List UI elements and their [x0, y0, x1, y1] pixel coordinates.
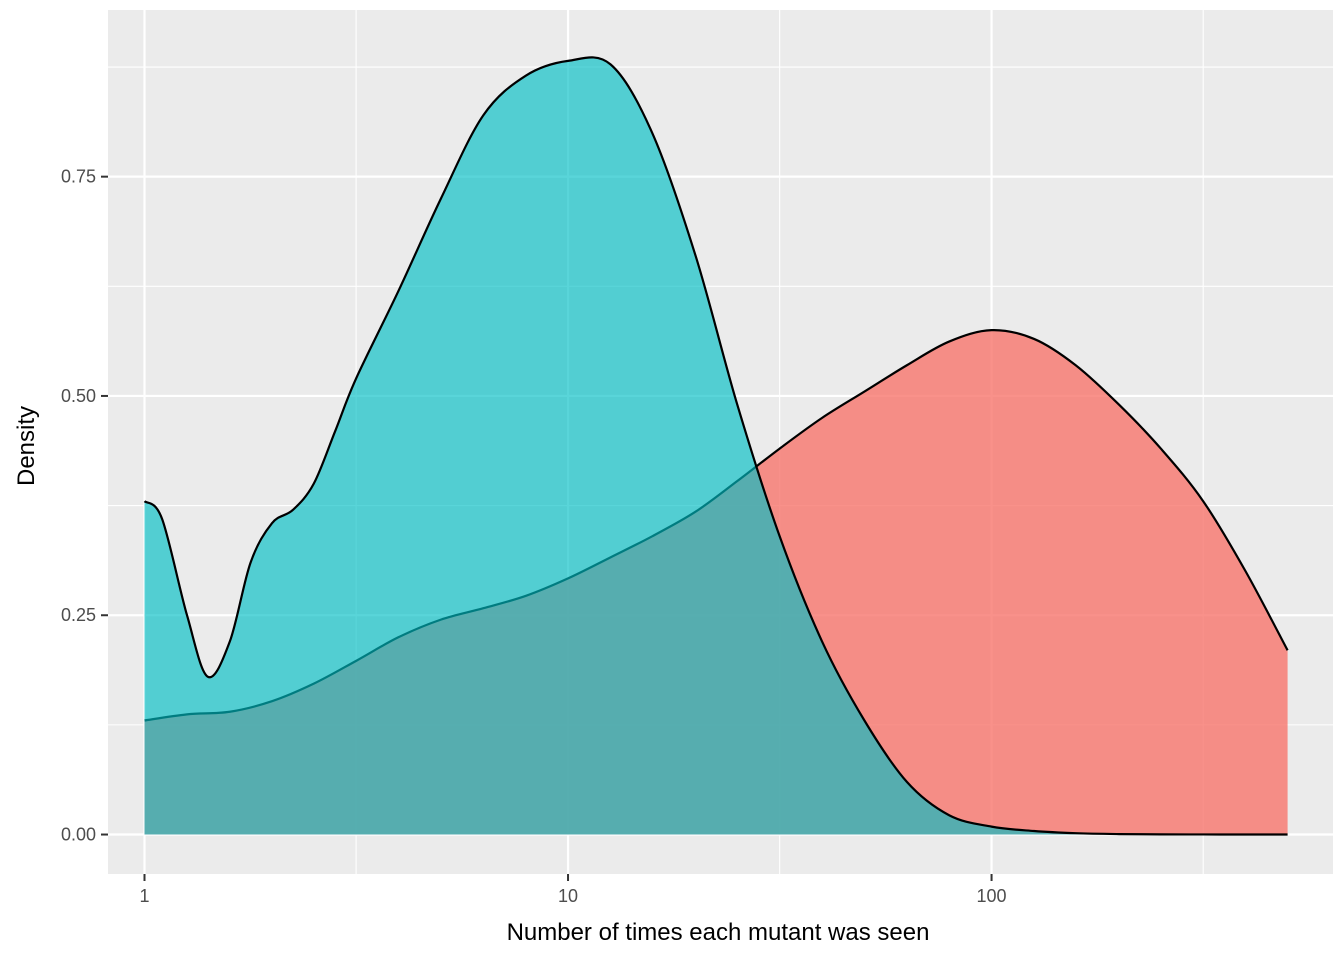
x-tick-label: 10 [558, 886, 578, 906]
density-areas [143, 56, 1289, 836]
density-line-2 [143, 56, 1288, 836]
y-tick-label: 0.50 [61, 386, 96, 406]
y-axis-tick-labels: 0.00 0.25 0.50 0.75 [61, 167, 96, 845]
y-tick-label: 0.75 [61, 167, 96, 187]
axis-ticks [101, 175, 993, 881]
density-area-2 [144, 57, 1288, 835]
x-tick-label: 100 [977, 886, 1007, 906]
x-tick-label: 1 [139, 886, 149, 906]
x-axis-title: Number of times each mutant was seen [507, 919, 930, 946]
y-axis-title: Density [13, 406, 40, 486]
y-tick-label: 0.00 [61, 825, 96, 845]
y-tick-label: 0.25 [61, 605, 96, 625]
x-axis-tick-labels: 1 10 100 [139, 886, 1006, 906]
